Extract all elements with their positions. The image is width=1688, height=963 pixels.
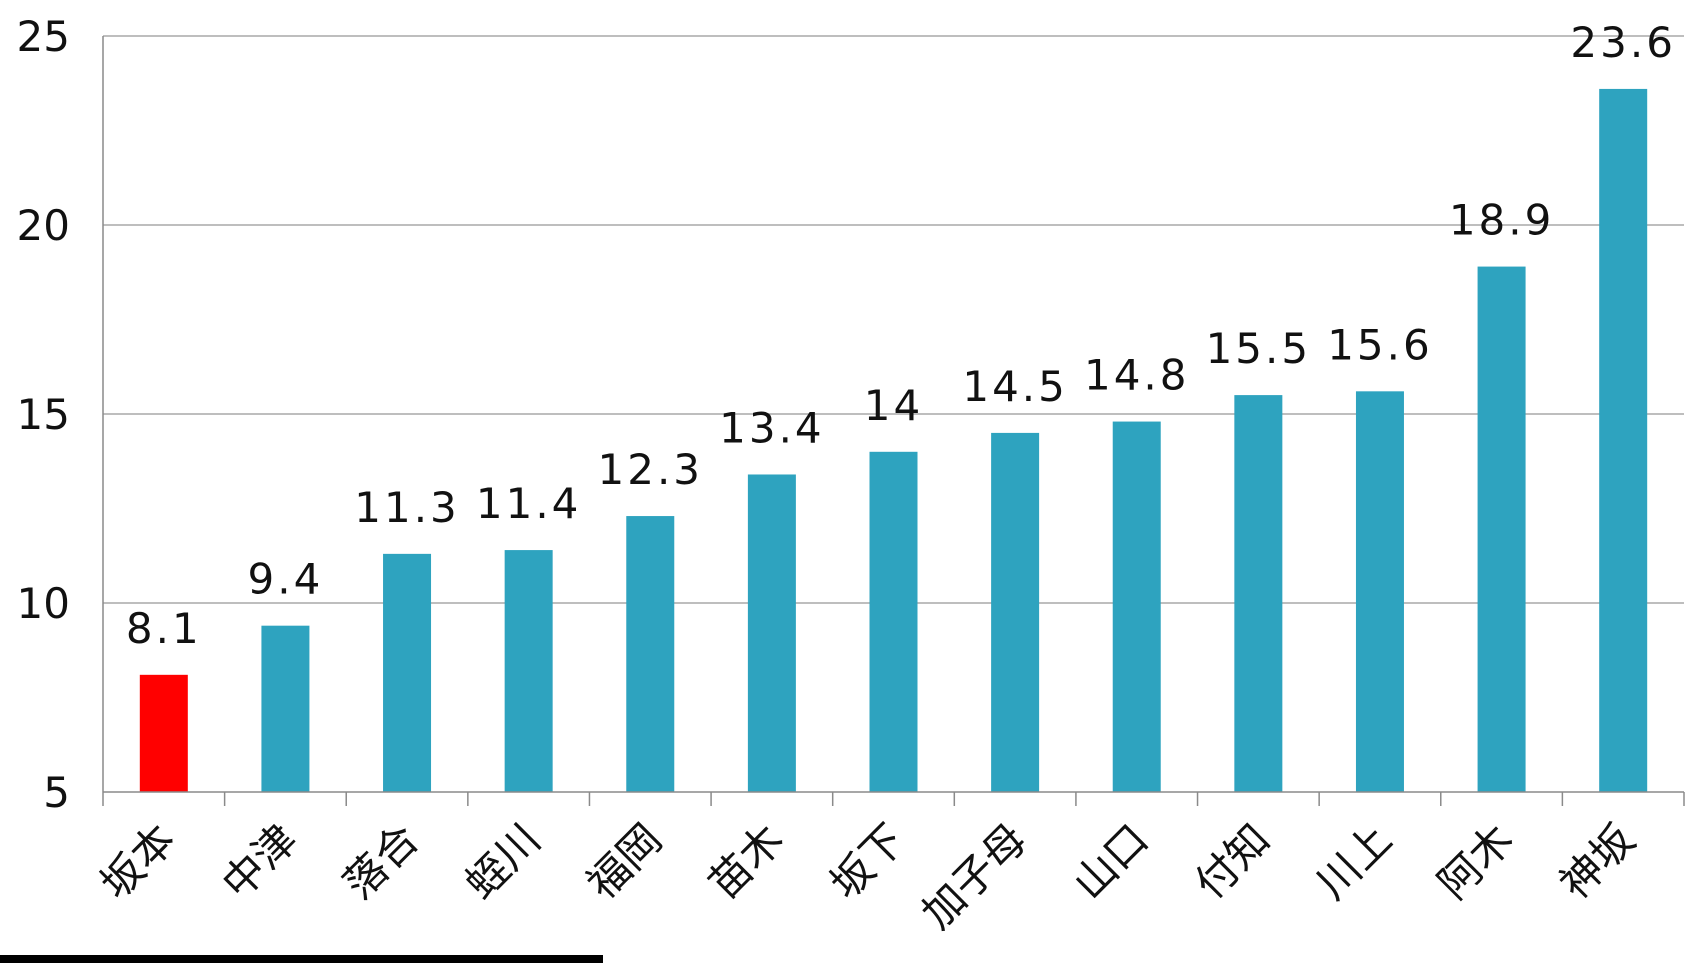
bar	[504, 550, 553, 792]
data-label: 13.4	[719, 403, 825, 452]
data-label: 14.8	[1084, 351, 1190, 400]
x-tick-label: 川上	[1307, 814, 1401, 908]
x-tick-label: 山口	[1064, 814, 1158, 908]
data-label: 11.4	[476, 479, 582, 528]
bar	[139, 674, 188, 792]
bar	[626, 516, 675, 792]
x-tick-label: 苗木	[699, 814, 793, 908]
x-tick-label: 阿木	[1429, 814, 1523, 908]
x-tick-label: 神坂	[1550, 814, 1644, 908]
y-tick-label: 10	[17, 579, 70, 628]
data-label: 12.3	[598, 445, 704, 494]
data-label: 15.5	[1206, 324, 1312, 373]
y-tick-label: 5	[43, 768, 70, 817]
bar	[1355, 391, 1404, 792]
bar	[869, 451, 918, 792]
x-tick-label: 坂下	[821, 814, 915, 908]
y-tick-label: 25	[17, 12, 70, 61]
data-label: 8.1	[126, 604, 202, 653]
data-label: 15.6	[1327, 320, 1433, 369]
y-tick-label: 15	[17, 390, 70, 439]
x-axis	[102, 36, 1685, 806]
x-tick-label: 蛭川	[456, 814, 550, 908]
bar	[747, 474, 796, 792]
data-label: 18.9	[1449, 196, 1555, 245]
x-tick-label: 坂本	[91, 814, 185, 908]
x-tick-label: 落合	[334, 814, 428, 908]
data-label: 11.3	[354, 483, 460, 532]
x-tick-label: 中津	[212, 814, 306, 908]
data-label: 23.6	[1570, 18, 1676, 67]
x-tick-label: 加子母	[912, 814, 1036, 938]
x-tick-label: 福岡	[577, 814, 671, 908]
bars	[139, 88, 1648, 793]
bar	[1234, 395, 1283, 792]
bar	[991, 432, 1040, 792]
bar	[1112, 421, 1161, 792]
data-label: 14.5	[962, 362, 1068, 411]
y-axis-ticks: 5 10 15 20 25	[17, 12, 70, 817]
y-tick-label: 20	[17, 201, 70, 250]
bottom-black-strip	[0, 955, 603, 963]
bar	[1599, 88, 1648, 793]
bar	[383, 553, 432, 792]
bar	[261, 625, 310, 792]
bar	[1477, 266, 1526, 793]
data-label: 14	[864, 381, 923, 430]
data-labels: 8.1 9.4 11.3 11.4 12.3 13.4 14 14.5 14.8 15.5 15.6…	[126, 18, 1676, 653]
x-tick-label: 付知	[1185, 814, 1279, 908]
data-label: 9.4	[248, 555, 324, 604]
